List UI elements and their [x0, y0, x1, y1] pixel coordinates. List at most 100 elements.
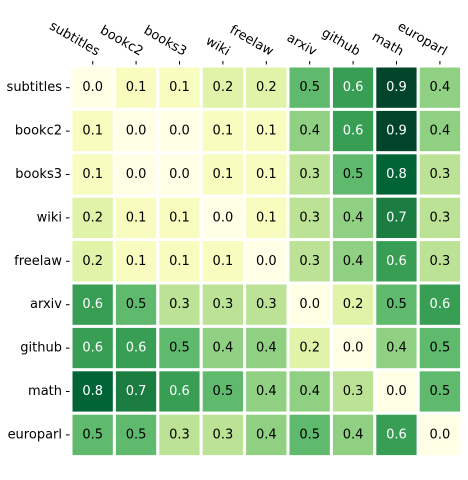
cell-value-label: 0.6: [430, 297, 451, 312]
cell-value-label: 0.4: [343, 427, 364, 442]
cell-value-label: 0.4: [386, 341, 407, 356]
cell-value-label: 0.6: [386, 254, 407, 269]
cell-value-label: 0.4: [256, 384, 277, 399]
cell-value-label: 0.1: [169, 80, 190, 95]
x-tick-label: europarl: [395, 19, 450, 59]
cell-value-label: 0.0: [256, 254, 277, 269]
cell-value-label: 0.0: [169, 124, 190, 139]
cell-value-label: 0.3: [299, 167, 320, 182]
cell-value-label: 0.6: [386, 427, 407, 442]
cell-value-label: 0.5: [430, 341, 451, 356]
cell-value-label: 0.5: [299, 427, 320, 442]
heatmap-cell: [156, 194, 203, 242]
cell-value-label: 0.3: [430, 167, 451, 182]
cell-value-label: 0.4: [213, 341, 234, 356]
cell-value-label: 0.5: [169, 341, 190, 356]
cell-value-label: 0.0: [82, 80, 103, 95]
cell-value-label: 0.1: [256, 210, 277, 225]
cell-value-label: 0.8: [82, 384, 103, 399]
cell-value-label: 0.1: [256, 124, 277, 139]
heatmap-cell: [416, 238, 464, 285]
cell-value-label: 0.8: [386, 167, 407, 182]
heatmap-cell: [286, 368, 333, 415]
cell-value-label: 0.4: [299, 124, 320, 139]
x-tick-label: arxiv: [284, 30, 319, 59]
cell-value-label: 0.2: [299, 341, 320, 356]
cell-value-label: 0.0: [299, 297, 320, 312]
cell-value-label: 0.6: [343, 80, 364, 95]
cell-value-label: 0.9: [386, 124, 407, 139]
cell-value-label: 0.2: [256, 80, 277, 95]
cell-value-label: 0.5: [386, 297, 407, 312]
heatmap-cell: [112, 411, 160, 459]
x-tick-label: github: [319, 26, 363, 60]
cell-value-label: 0.2: [82, 210, 103, 225]
heatmap-cell: [243, 238, 290, 285]
x-tick-label: bookc2: [97, 23, 145, 60]
cell-value-label: 0.3: [213, 427, 234, 442]
cell-value-label: 0.6: [82, 297, 103, 312]
heatmap-cell: [243, 411, 290, 459]
heatmap-cell: [416, 411, 464, 459]
heatmap-cell: [156, 64, 203, 111]
cell-value-label: 0.0: [126, 124, 147, 139]
heatmap-cell: [416, 107, 464, 155]
heatmap-cell: [69, 324, 116, 372]
y-tick-label: math: [28, 384, 62, 399]
y-tick-label: wiki: [37, 210, 62, 225]
heatmap-cell: [373, 194, 420, 242]
cell-value-label: 0.1: [256, 167, 277, 182]
y-tick-label: bookc2: [15, 124, 62, 139]
y-tick-label: subtitles: [7, 80, 63, 95]
heatmap-cell: [243, 107, 290, 155]
cell-value-label: 0.7: [386, 210, 407, 225]
y-tick-label: freelaw: [14, 254, 62, 269]
heatmap-cell: [243, 64, 290, 111]
cell-value-label: 0.5: [343, 167, 364, 182]
x-tick-label: freelaw: [227, 23, 276, 60]
cell-value-label: 0.3: [256, 297, 277, 312]
cell-value-label: 0.4: [343, 210, 364, 225]
heatmap-cell: [69, 411, 116, 459]
heatmap-cell: [329, 324, 377, 372]
heatmap-cell: [373, 238, 420, 285]
heatmap-cell: [112, 324, 160, 372]
heatmap-cell: [156, 411, 203, 459]
cell-value-label: 0.4: [299, 384, 320, 399]
cell-value-label: 0.3: [299, 254, 320, 269]
cell-value-label: 0.6: [82, 341, 103, 356]
heatmap-cell: [416, 368, 464, 415]
cell-value-label: 0.3: [430, 210, 451, 225]
cell-value-label: 0.1: [82, 167, 103, 182]
cell-value-label: 0.9: [386, 80, 407, 95]
x-tick-label: wiki: [203, 34, 232, 60]
cell-value-label: 0.5: [82, 427, 103, 442]
cell-value-label: 0.1: [126, 80, 147, 95]
heatmap-cell: [329, 281, 377, 328]
heatmap-cell: [329, 411, 377, 459]
cell-value-label: 0.3: [299, 210, 320, 225]
cell-value-label: 0.5: [299, 80, 320, 95]
heatmap-cell: [199, 411, 247, 459]
cell-value-label: 0.6: [126, 341, 147, 356]
heatmap-cell: [416, 194, 464, 242]
cell-value-label: 0.1: [126, 254, 147, 269]
cell-value-label: 0.3: [213, 297, 234, 312]
cell-value-label: 0.6: [343, 124, 364, 139]
cell-value-label: 0.5: [126, 427, 147, 442]
cell-value-label: 0.1: [169, 254, 190, 269]
y-tick-labels: subtitles bookc2 books3 wiki freelaw arxiv git…: [7, 80, 71, 442]
cell-value-label: 0.5: [430, 384, 451, 399]
cell-value-label: 0.7: [126, 384, 147, 399]
heatmap-cell: [286, 107, 333, 155]
heatmap-cell: [373, 107, 420, 155]
cell-value-label: 0.0: [213, 210, 234, 225]
heatmap-cell: [199, 151, 247, 198]
cell-value-label: 0.4: [256, 341, 277, 356]
cell-value-label: 0.2: [213, 80, 234, 95]
heatmap-cells: 0.0 0.1 0.1 0.2 0.2 0.5 0.6 0.9 0.4 0.1 0.0 0.0 0.1 0…: [69, 64, 464, 459]
heatmap-cell: [69, 281, 116, 328]
cell-value-label: 0.1: [126, 210, 147, 225]
